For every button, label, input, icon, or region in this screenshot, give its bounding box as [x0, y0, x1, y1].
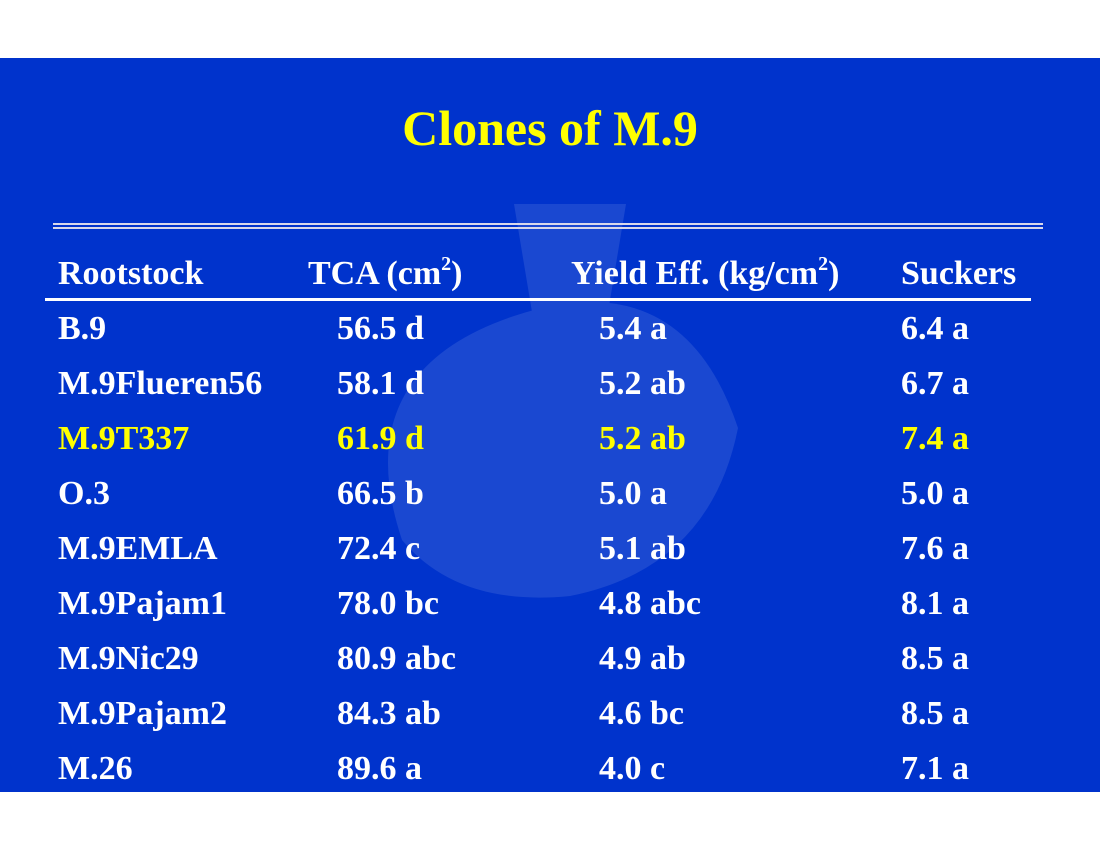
cell-yield: 5.1 ab	[599, 530, 686, 567]
cell-tca: 58.1 d	[337, 365, 424, 402]
header-tca-superscript: 2	[441, 253, 452, 275]
cell-suckers: 7.1 a	[901, 750, 969, 787]
slide: Clones of M.9 Rootstock TCA (cm2) Yield …	[0, 58, 1100, 792]
cell-suckers: 6.7 a	[901, 365, 969, 402]
header-yield: Yield Eff. (kg/cm2)	[571, 254, 839, 294]
cell-yield: 5.2 ab	[599, 420, 686, 457]
cell-yield: 4.0 c	[599, 750, 666, 787]
cell-tca: 89.6 a	[337, 750, 422, 787]
cell-suckers: 6.4 a	[901, 310, 969, 347]
header-tca-text: TCA (cm	[308, 255, 442, 292]
cell-rootstock: M.9Pajam1	[58, 585, 228, 622]
cell-tca: 56.5 d	[337, 310, 424, 347]
cell-yield: 5.0 a	[599, 475, 667, 512]
header-suckers: Suckers	[901, 255, 1017, 292]
cell-yield: 5.4 a	[599, 310, 667, 347]
cell-suckers: 8.1 a	[901, 585, 969, 622]
cell-tca: 66.5 b	[337, 475, 424, 512]
cell-suckers: 8.5 a	[901, 695, 969, 732]
header-yield-text: Yield Eff. (kg/cm	[571, 255, 819, 292]
cell-rootstock: M.9Pajam2	[58, 695, 228, 732]
cell-rootstock: O.3	[58, 475, 110, 512]
header-yield-superscript: 2	[818, 253, 829, 275]
cell-rootstock: M.9T337	[58, 420, 190, 457]
header-yield-close: )	[828, 255, 840, 292]
cell-tca: 84.3 ab	[337, 695, 441, 732]
slide-title: Clones of M.9	[402, 100, 698, 156]
cell-suckers: 5.0 a	[901, 475, 969, 512]
cell-yield: 4.8 abc	[599, 585, 701, 622]
cell-tca: 72.4 c	[337, 530, 421, 567]
cell-yield: 4.6 bc	[599, 695, 684, 732]
title-divider	[53, 223, 1043, 229]
cell-suckers: 7.4 a	[901, 420, 969, 457]
cell-rootstock: B.9	[58, 310, 107, 347]
cell-suckers: 8.5 a	[901, 640, 969, 677]
header-tca: TCA (cm2)	[308, 254, 462, 294]
cell-tca: 78.0 bc	[337, 585, 439, 622]
cell-rootstock: M.9Nic29	[58, 640, 199, 677]
cell-tca: 61.9 d	[337, 420, 424, 457]
cell-yield: 5.2 ab	[599, 365, 686, 402]
header-rootstock: Rootstock	[58, 255, 204, 292]
cell-rootstock: M.26	[58, 750, 133, 787]
header-tca-close: )	[451, 255, 463, 292]
cell-suckers: 7.6 a	[901, 530, 969, 567]
cell-tca: 80.9 abc	[337, 640, 456, 677]
cell-yield: 4.9 ab	[599, 640, 686, 677]
header-underline	[45, 298, 1031, 301]
cell-rootstock: M.9Flueren56	[58, 365, 263, 402]
cell-rootstock: M.9EMLA	[58, 530, 218, 567]
